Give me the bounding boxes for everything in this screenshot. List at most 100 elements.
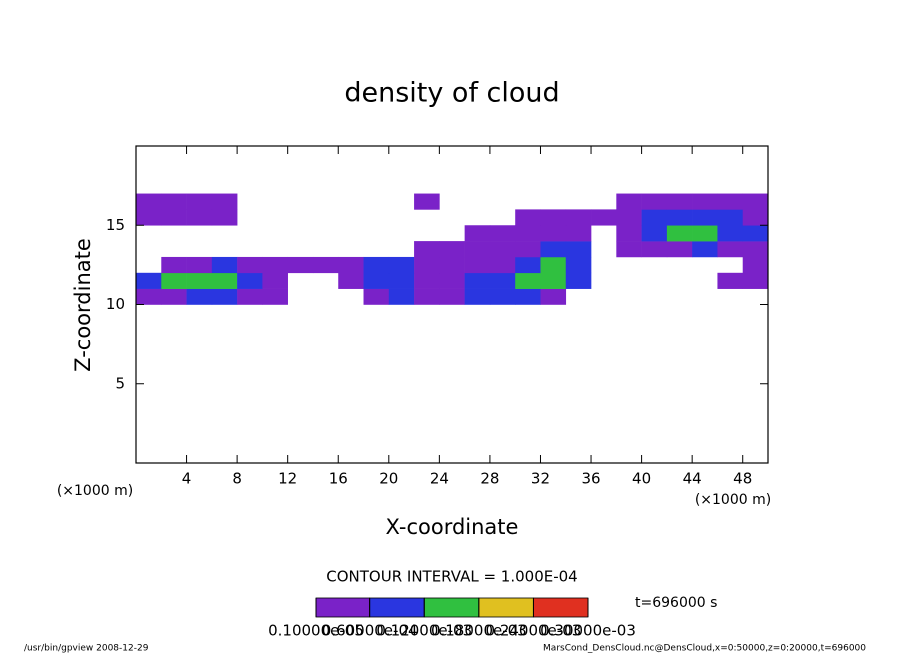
contour-cell xyxy=(742,241,769,258)
contour-cell xyxy=(641,193,668,210)
contour-cell xyxy=(742,209,769,226)
x-tick-label: 12 xyxy=(278,470,297,488)
contour-cell xyxy=(414,193,440,210)
contour-cell xyxy=(717,272,744,289)
contour-cell xyxy=(186,272,213,289)
contour-cell xyxy=(565,209,592,226)
contour-cell xyxy=(565,256,592,274)
contour-cell xyxy=(262,256,288,274)
contour-cell xyxy=(464,272,491,289)
contour-cell xyxy=(666,241,693,258)
contour-cell xyxy=(616,225,642,242)
colorbar-swatch xyxy=(478,597,534,618)
x-tick-label: 20 xyxy=(379,470,398,488)
contour-cell xyxy=(742,193,769,210)
contour-cell xyxy=(136,272,162,289)
contour-cell xyxy=(692,225,718,242)
contour-cell xyxy=(161,288,187,305)
colorbar-swatch xyxy=(533,597,589,618)
contour-cell xyxy=(211,209,238,226)
contour-cell xyxy=(414,256,440,274)
contour-cell xyxy=(489,288,516,305)
colorbar-label: 0.60000e-04 xyxy=(322,622,418,640)
contour-cell xyxy=(591,209,617,226)
contour-cell xyxy=(338,256,364,274)
contour-cell xyxy=(742,256,769,274)
contour-cell xyxy=(136,288,162,305)
contour-cell xyxy=(237,256,263,274)
contour-cell xyxy=(211,272,238,289)
contour-cell xyxy=(388,256,415,274)
contour-cell xyxy=(565,272,592,289)
contour-cell xyxy=(186,288,213,305)
contour-cell xyxy=(186,256,213,274)
contour-cell xyxy=(186,193,213,210)
contour-cell xyxy=(136,193,162,210)
contour-cell xyxy=(666,209,693,226)
contour-cell xyxy=(666,193,693,210)
contour-cell xyxy=(515,272,541,289)
contour-cell xyxy=(414,241,440,258)
contour-cell xyxy=(237,288,263,305)
colorbar-label: 0.10000e-05 xyxy=(268,622,364,640)
contour-cell xyxy=(161,209,187,226)
x-tick-label: 16 xyxy=(329,470,348,488)
contour-cell xyxy=(616,193,642,210)
contour-cell xyxy=(287,256,314,274)
contour-cell xyxy=(717,241,744,258)
contour-cell xyxy=(414,288,440,305)
contour-cell xyxy=(515,288,541,305)
contour-cell xyxy=(464,241,491,258)
contour-cell xyxy=(489,272,516,289)
chart-title: density of cloud xyxy=(344,78,559,109)
contour-cell xyxy=(717,209,744,226)
x-tick-label: 24 xyxy=(430,470,449,488)
contour-cell xyxy=(540,288,567,305)
contour-cell xyxy=(211,288,238,305)
contour-cell xyxy=(742,225,769,242)
x-tick-label: 32 xyxy=(531,470,550,488)
contour-cell xyxy=(439,241,465,258)
contour-cell xyxy=(616,209,642,226)
contour-cell xyxy=(262,288,288,305)
y-tick-label: 10 xyxy=(106,295,125,313)
contour-cell xyxy=(489,256,516,274)
footer-left: /usr/bin/gpview 2008-12-29 xyxy=(24,644,149,654)
colorbar-swatch xyxy=(369,597,425,618)
contour-cell xyxy=(363,288,390,305)
contour-cell xyxy=(363,256,390,274)
contour-cell xyxy=(136,209,162,226)
footer-right: MarsCond_DensCloud.nc@DensCloud,x=0:5000… xyxy=(543,644,866,654)
colorbar-swatch xyxy=(423,597,480,618)
y-tick-label: 15 xyxy=(106,216,125,234)
contour-cell xyxy=(616,241,642,258)
contour-cell xyxy=(439,272,465,289)
x-tick-label: 4 xyxy=(182,470,192,488)
contour-cell xyxy=(186,209,213,226)
contour-cell xyxy=(338,272,364,289)
contour-cell xyxy=(515,225,541,242)
contour-cell xyxy=(262,272,288,289)
contour-cell xyxy=(565,241,592,258)
contour-cell xyxy=(237,272,263,289)
contour-cell xyxy=(161,256,187,274)
x-tick-label: 44 xyxy=(683,470,702,488)
contour-cell xyxy=(641,209,668,226)
contour-cell xyxy=(464,256,491,274)
contour-cell xyxy=(439,288,465,305)
contour-cell xyxy=(211,193,238,210)
contour-cell xyxy=(515,256,541,274)
colorbar-label: 0.18000e-03 xyxy=(431,622,527,640)
contour-cell xyxy=(692,209,718,226)
contour-interval: CONTOUR INTERVAL = 1.000E-04 xyxy=(326,568,577,586)
colorbar-swatch xyxy=(315,597,371,618)
contour-cell xyxy=(717,225,744,242)
contour-cell xyxy=(641,241,668,258)
contour-cell xyxy=(161,272,187,289)
contour-cell xyxy=(161,193,187,210)
contour-cell xyxy=(540,241,567,258)
contour-cell xyxy=(717,193,744,210)
x-axis-label: X-coordinate xyxy=(386,515,519,539)
